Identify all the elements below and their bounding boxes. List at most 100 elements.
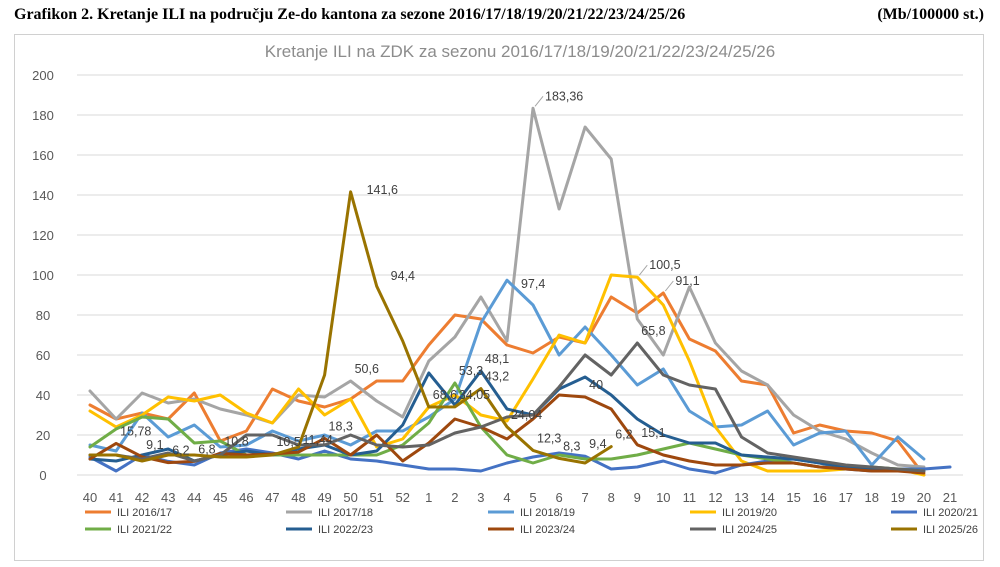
x-tick-label: 20 (917, 490, 931, 505)
x-tick-label: 13 (734, 490, 748, 505)
x-tick-label: 49 (317, 490, 331, 505)
line-chart: Kretanje ILI na ZDK za sezonu 2016/17/18… (32, 42, 978, 536)
x-tick-label: 52 (396, 490, 410, 505)
data-label: 48,1 (485, 352, 509, 366)
x-tick-label: 4 (503, 490, 510, 505)
x-tick-label: 41 (109, 490, 123, 505)
legend-label: ILI 2022/23 (318, 524, 373, 536)
data-label: 68,6 (433, 388, 457, 402)
data-label: 100,5 (649, 258, 680, 272)
legend-label: ILI 2016/17 (117, 507, 172, 519)
series-line (88, 291, 926, 477)
data-label: 6,2 (172, 444, 189, 458)
y-tick-label: 60 (36, 348, 50, 363)
data-label: 6,8 (198, 442, 215, 456)
x-tick-label: 10 (656, 490, 670, 505)
x-axis-ticks: 40 41 42 43 44 45 46 47 48 49 50 51 52 1 2 3 4 5 6 7 8 9 10 11 1… (83, 490, 957, 505)
figure-unit: (Mb/100000 st.) (877, 6, 984, 23)
data-label: 8,3 (563, 439, 580, 453)
series-line (88, 106, 926, 469)
data-label: 40 (589, 378, 603, 392)
data-label: 9,4 (589, 437, 606, 451)
x-tick-label: 7 (582, 490, 589, 505)
y-tick-label: 40 (36, 388, 50, 403)
y-tick-label: 140 (32, 188, 54, 203)
x-tick-label: 1 (425, 490, 432, 505)
x-tick-label: 21 (943, 490, 957, 505)
data-label-leader (534, 95, 544, 107)
y-tick-label: 100 (32, 268, 54, 283)
x-tick-label: 45 (213, 490, 227, 505)
y-tick-label: 80 (36, 308, 50, 323)
legend-label: ILI 2018/19 (520, 507, 575, 519)
data-label: 6,2 (615, 428, 632, 442)
x-tick-label: 16 (812, 490, 826, 505)
y-axis-ticks: 0 20 40 60 80 100 120 140 160 180 200 (32, 68, 54, 483)
x-tick-label: 19 (891, 490, 905, 505)
x-tick-label: 8 (608, 490, 615, 505)
data-label-leader (638, 264, 648, 276)
x-tick-label: 47 (265, 490, 279, 505)
legend-label: ILI 2021/22 (117, 524, 172, 536)
legend-label: ILI 2024/25 (722, 524, 777, 536)
x-tick-label: 40 (83, 490, 97, 505)
gridlines (77, 74, 963, 476)
x-tick-label: 17 (839, 490, 853, 505)
x-tick-label: 42 (135, 490, 149, 505)
legend-label: ILI 2017/18 (318, 507, 373, 519)
y-tick-label: 180 (32, 108, 54, 123)
data-label: 43,2 (485, 370, 509, 384)
x-tick-label: 44 (187, 490, 201, 505)
x-tick-label: 6 (555, 490, 562, 505)
x-tick-label: 15 (786, 490, 800, 505)
y-tick-label: 120 (32, 228, 54, 243)
series-line (88, 393, 926, 475)
y-tick-label: 200 (32, 68, 54, 83)
data-label: 10,5 (276, 435, 300, 449)
x-tick-label: 50 (343, 490, 357, 505)
x-tick-label: 14 (760, 490, 774, 505)
data-label: 10,8 (224, 434, 248, 448)
y-tick-label: 20 (36, 428, 50, 443)
data-label: 15,78 (120, 424, 151, 438)
data-label-leader (664, 280, 674, 292)
data-label: 65,8 (641, 324, 665, 338)
data-label: 183,36 (545, 89, 583, 103)
x-tick-label: 3 (477, 490, 484, 505)
data-label: 97,4 (521, 277, 545, 291)
series-line (88, 341, 926, 473)
legend-label: ILI 2019/20 (722, 507, 777, 519)
x-tick-label: 9 (634, 490, 641, 505)
x-tick-label: 46 (239, 490, 253, 505)
series-line (88, 273, 926, 477)
x-tick-label: 12 (708, 490, 722, 505)
data-label: 53,3 (459, 364, 483, 378)
y-tick-label: 160 (32, 148, 54, 163)
legend-label: ILI 2023/24 (520, 524, 575, 536)
data-label: 15,1 (641, 426, 665, 440)
x-tick-label: 2 (451, 490, 458, 505)
x-tick-label: 51 (369, 490, 383, 505)
series-lines (88, 106, 952, 477)
data-label: 18,3 (329, 419, 353, 433)
data-label: 141,6 (367, 183, 398, 197)
data-label: 12,3 (537, 431, 561, 445)
y-tick-label: 0 (39, 468, 46, 483)
legend-label: ILI 2025/26 (923, 524, 978, 536)
x-tick-label: 43 (161, 490, 175, 505)
figure-caption: Grafikon 2. Kretanje ILI na području Ze-… (14, 6, 686, 23)
chart-frame: Kretanje ILI na ZDK za sezonu 2016/17/18… (14, 34, 984, 561)
data-label: 24,04 (511, 408, 542, 422)
data-label: 34,05 (459, 388, 490, 402)
legend: ILI 2016/17 ILI 2017/18 ILI 2018/19 ILI 201… (85, 507, 978, 536)
data-label: 91,1 (675, 274, 699, 288)
data-labels: 183,36 141,6 100,5 97,4 94,4 91,1 68,6 65,8 53,3… (120, 89, 700, 457)
chart-title: Kretanje ILI na ZDK za sezonu 2016/17/18… (265, 42, 775, 61)
x-tick-label: 48 (291, 490, 305, 505)
figure-heading: Grafikon 2. Kretanje ILI na području Ze-… (14, 6, 984, 30)
data-label: 94,4 (391, 269, 415, 283)
data-label: 50,6 (355, 362, 379, 376)
series-line (88, 190, 613, 465)
x-tick-label: 11 (683, 490, 697, 505)
x-tick-label: 18 (865, 490, 879, 505)
